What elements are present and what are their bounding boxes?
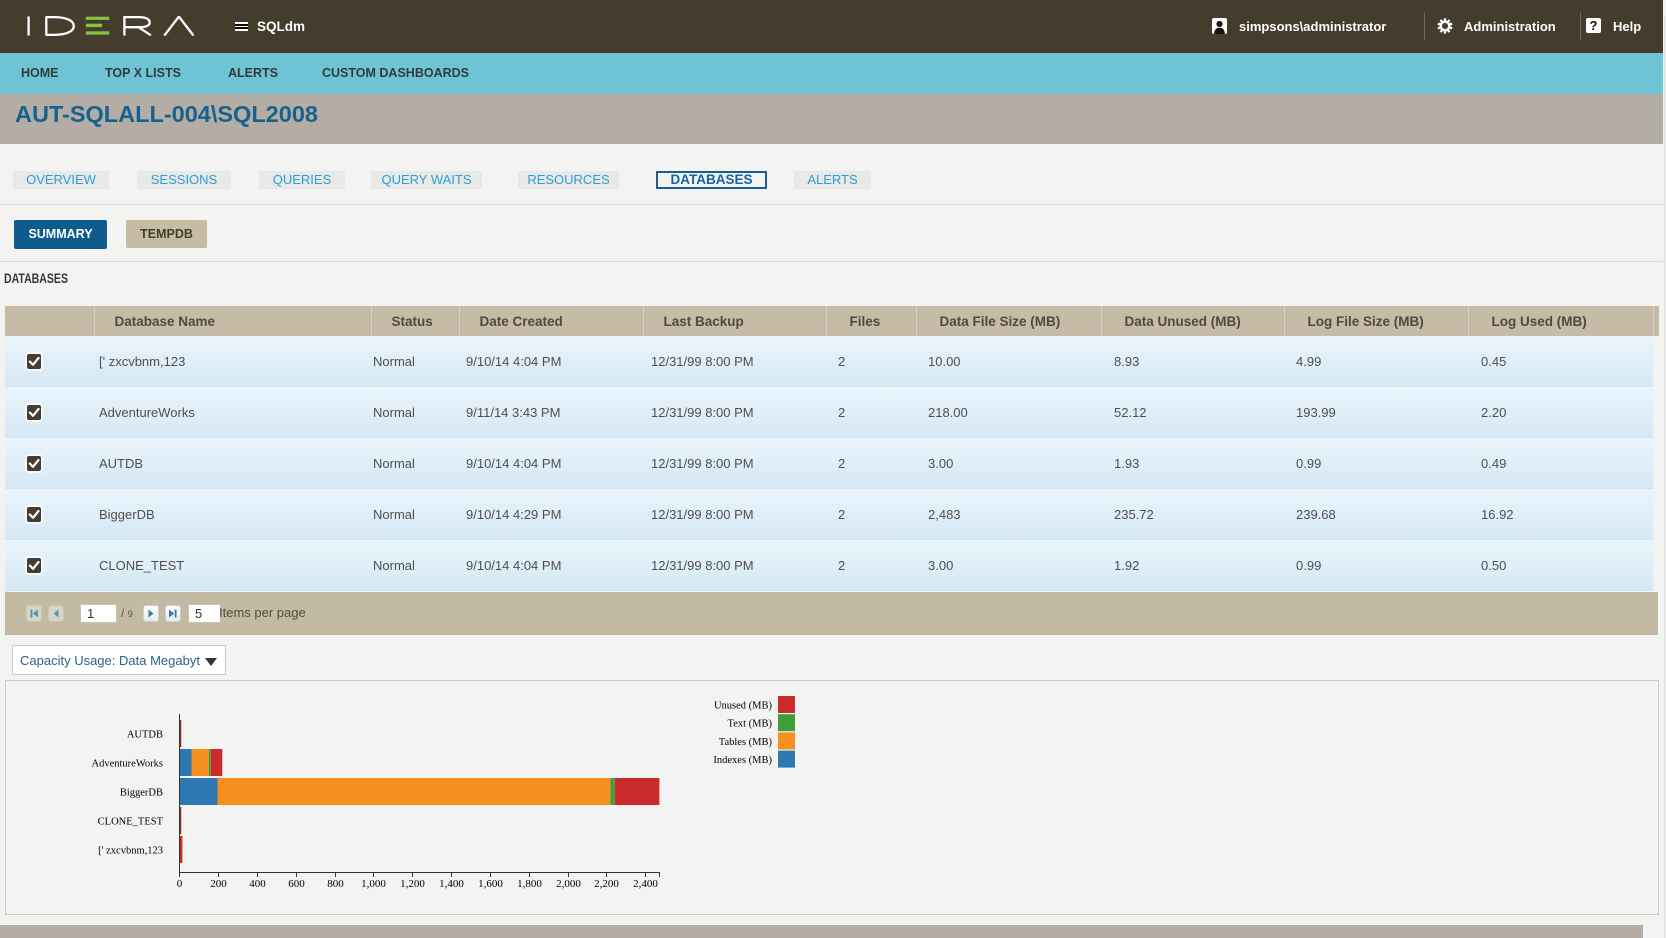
svg-text:[' zxcvbnm,123: [' zxcvbnm,123	[98, 846, 163, 857]
svg-text:Indexes (MB): Indexes (MB)	[713, 755, 772, 766]
svg-text:2,000: 2,000	[556, 878, 581, 890]
svg-text:Text (MB): Text (MB)	[728, 719, 773, 730]
svg-text:2,400: 2,400	[633, 878, 658, 890]
svg-text:2,200: 2,200	[594, 878, 619, 890]
svg-text:1,200: 1,200	[400, 878, 425, 890]
svg-text:600: 600	[288, 878, 305, 890]
svg-text:1,600: 1,600	[478, 878, 503, 890]
svg-text:Unused (MB): Unused (MB)	[714, 701, 773, 712]
svg-text:BiggerDB: BiggerDB	[120, 788, 163, 799]
svg-text:1,800: 1,800	[517, 878, 542, 890]
svg-text:200: 200	[210, 878, 227, 890]
svg-text:1,400: 1,400	[439, 878, 464, 890]
svg-text:CLONE_TEST: CLONE_TEST	[98, 817, 164, 828]
svg-text:AUTDB: AUTDB	[127, 730, 163, 741]
svg-text:AdventureWorks: AdventureWorks	[92, 759, 163, 770]
svg-text:0: 0	[177, 878, 183, 890]
svg-text:1,000: 1,000	[361, 878, 386, 890]
svg-text:400: 400	[249, 878, 266, 890]
svg-text:800: 800	[327, 878, 344, 890]
svg-text:Tables (MB): Tables (MB)	[719, 737, 773, 748]
